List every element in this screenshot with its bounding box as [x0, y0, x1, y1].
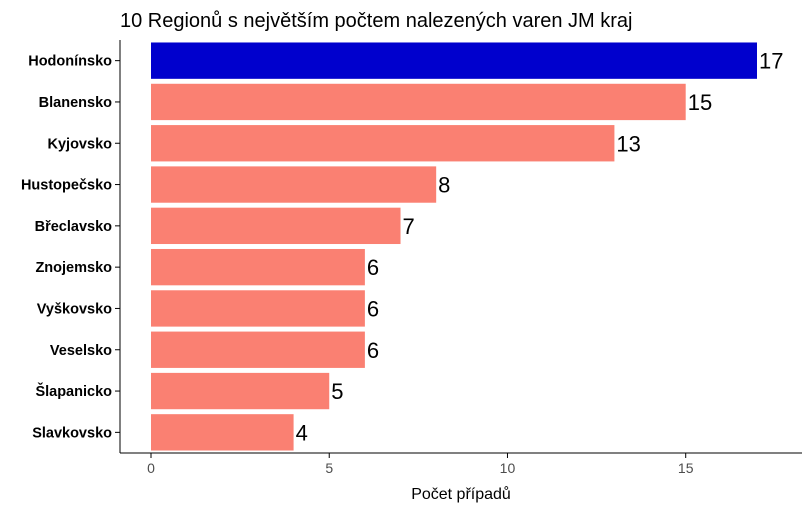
category-label: Hodonínsko [28, 54, 112, 70]
category-label: Blanensko [39, 95, 112, 111]
bar [151, 83, 686, 121]
bar [151, 42, 757, 79]
data-value-label: 6 [367, 338, 379, 363]
x-tick-label: 10 [500, 460, 516, 476]
x-tick-label: 5 [325, 460, 333, 476]
category-label: Znojemsko [35, 260, 112, 276]
bar [151, 331, 365, 368]
x-tick-label: 0 [147, 460, 155, 476]
category-label: Veselsko [50, 343, 112, 359]
bar [151, 166, 437, 203]
category-label: Vyškovsko [37, 301, 112, 317]
bar [151, 248, 365, 286]
category-label: Slavkovsko [32, 425, 112, 441]
data-value-label: 6 [367, 296, 379, 321]
data-value-label: 4 [296, 420, 308, 445]
x-axis-title: Počet případů [411, 485, 511, 503]
data-value-label: 7 [403, 214, 415, 239]
data-value-label: 6 [367, 255, 379, 280]
bars-group [151, 42, 757, 451]
x-axis-ticks: 0 5 10 15 [147, 453, 694, 476]
category-label: Hustopečsko [21, 178, 112, 194]
category-label: Šlapanicko [35, 382, 112, 400]
bar [151, 414, 294, 451]
bar [151, 207, 401, 245]
data-value-label: 17 [759, 49, 783, 74]
category-labels: Hodonínsko Blanensko Kyjovsko Hustopečsko Bř… [21, 54, 120, 441]
bar [151, 125, 615, 162]
bar [151, 372, 330, 410]
data-value-label: 5 [331, 379, 343, 404]
data-value-label: 8 [438, 173, 450, 198]
chart-title: 10 Regionů s největším počtem nalezených… [120, 10, 632, 32]
bar [151, 290, 365, 327]
x-tick-label: 15 [678, 460, 694, 476]
category-label: Břeclavsko [35, 219, 113, 235]
category-label: Kyjovsko [48, 136, 113, 152]
data-value-label: 13 [616, 131, 640, 156]
data-value-label: 15 [688, 90, 712, 115]
